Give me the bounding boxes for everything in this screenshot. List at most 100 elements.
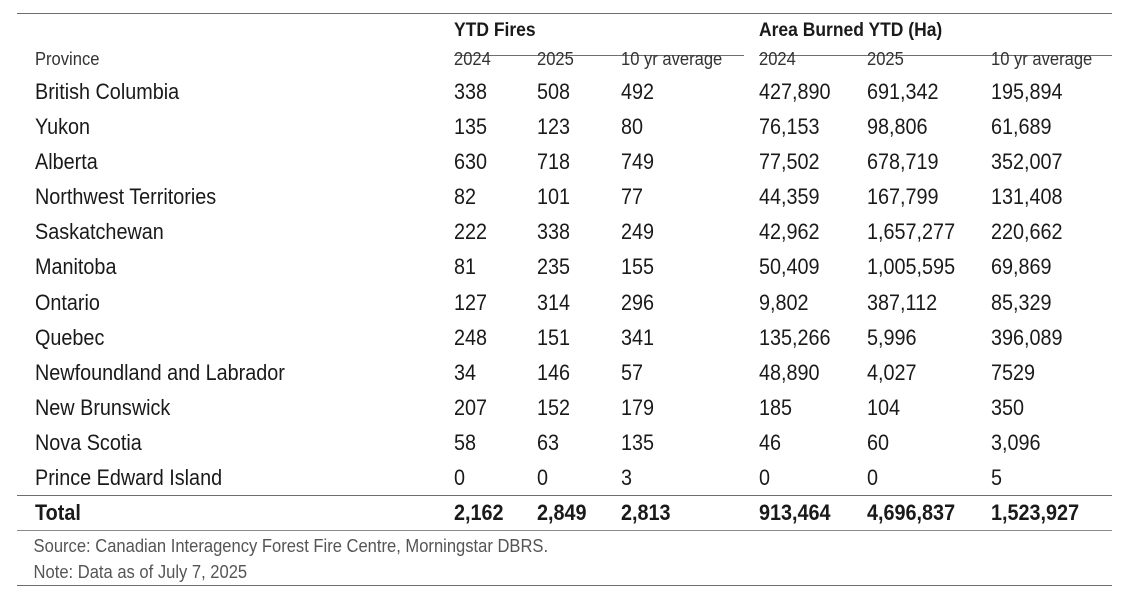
table-cell: 3,096 xyxy=(991,429,1041,455)
total-cell: 913,464 xyxy=(759,500,831,526)
table-cell: 9,802 xyxy=(759,289,809,315)
column-header-row: Province 2024 2025 10 yr average 2024 20… xyxy=(17,43,1112,74)
table-cell: 630 xyxy=(454,149,488,175)
table-cell: 207 xyxy=(454,394,488,420)
table-body: British Columbia 338 508 492 427,890 691,342 1… xyxy=(17,74,1112,495)
table-cell: 296 xyxy=(621,289,655,315)
table-cell: 69,869 xyxy=(991,254,1052,280)
table-row: Alberta 630 718 749 77,502 678,719 352,007 xyxy=(17,144,1112,179)
table-row: Newfoundland and Labrador 34 146 57 48,890 4,… xyxy=(17,355,1112,390)
province-name: Northwest Territories xyxy=(35,184,217,210)
table-cell: 135 xyxy=(454,114,488,140)
table-cell: 0 xyxy=(759,465,771,491)
table-cell: 146 xyxy=(537,359,571,385)
table-row: Nova Scotia 58 63 135 46 60 3,096 xyxy=(17,425,1112,460)
table-cell: 152 xyxy=(537,394,571,420)
table-cell: 42,962 xyxy=(759,219,820,245)
table-row: Prince Edward Island 0 0 3 0 0 5 xyxy=(17,460,1112,495)
table-cell: 3 xyxy=(621,465,633,491)
table-footnotes: Source: Canadian Interagency Forest Fire… xyxy=(17,531,1112,587)
table-cell: 195,894 xyxy=(991,79,1063,104)
table-cell: 46 xyxy=(759,429,782,455)
table-cell: 77 xyxy=(621,184,644,210)
table-cell: 58 xyxy=(454,429,477,455)
table-row: Manitoba 81 235 155 50,409 1,005,595 69,869 xyxy=(17,249,1112,284)
table-cell: 749 xyxy=(621,149,655,175)
table-cell: 0 xyxy=(867,465,879,491)
province-name: Quebec xyxy=(35,324,105,350)
group-header-row: YTD Fires Area Burned YTD (Ha) xyxy=(17,14,1112,43)
table-cell: 338 xyxy=(537,219,571,245)
wildfire-table: YTD Fires Area Burned YTD (Ha) Province … xyxy=(17,13,1112,587)
province-name: Yukon xyxy=(35,114,91,140)
column-header: Province xyxy=(35,49,100,69)
province-name: British Columbia xyxy=(35,79,180,104)
table-top-rule xyxy=(17,13,1112,14)
table-cell: 77,502 xyxy=(759,149,820,175)
column-header: 2024 xyxy=(454,49,491,69)
table-cell: 34 xyxy=(454,359,477,385)
table-row: Ontario 127 314 296 9,802 387,112 85,329 xyxy=(17,285,1112,320)
table-cell: 492 xyxy=(621,79,655,104)
table-cell: 101 xyxy=(537,184,571,210)
table-cell: 5 xyxy=(991,465,1003,491)
table-cell: 396,089 xyxy=(991,324,1063,350)
column-header: 10 yr average xyxy=(991,49,1093,69)
table-row: British Columbia 338 508 492 427,890 691,342 1… xyxy=(17,74,1112,109)
table-cell: 123 xyxy=(537,114,571,140)
column-header: 10 yr average xyxy=(621,49,723,69)
group-rule-fires xyxy=(454,55,744,56)
table-cell: 44,359 xyxy=(759,184,820,210)
table-cell: 155 xyxy=(621,254,655,280)
table-cell: 60 xyxy=(867,429,890,455)
table-cell: 678,719 xyxy=(867,149,939,175)
table-row: Saskatchewan 222 338 249 42,962 1,657,277 220,… xyxy=(17,214,1112,249)
table-cell: 80 xyxy=(621,114,644,140)
table-row: Yukon 135 123 80 76,153 98,806 61,689 xyxy=(17,109,1112,144)
group-header-ytd-fires: YTD Fires xyxy=(454,20,536,41)
table-row: Northwest Territories 82 101 77 44,359 167,79… xyxy=(17,179,1112,214)
table-cell: 249 xyxy=(621,219,655,245)
column-header: 2025 xyxy=(537,49,574,69)
table-cell: 7529 xyxy=(991,359,1036,385)
province-name: Nova Scotia xyxy=(35,429,142,455)
table-cell: 135 xyxy=(621,429,655,455)
table-cell: 0 xyxy=(454,465,466,491)
column-header: 2025 xyxy=(867,49,904,69)
group-rule-area xyxy=(759,55,1112,56)
table-cell: 248 xyxy=(454,324,488,350)
table-cell: 314 xyxy=(537,289,571,315)
table-cell: 127 xyxy=(454,289,488,315)
table-cell: 691,342 xyxy=(867,79,939,104)
table-row: Quebec 248 151 341 135,266 5,996 396,089 xyxy=(17,320,1112,355)
table-cell: 338 xyxy=(454,79,488,104)
total-cell: 1,523,927 xyxy=(991,500,1080,526)
column-header: 2024 xyxy=(759,49,796,69)
table-cell: 0 xyxy=(537,465,549,491)
table-cell: 82 xyxy=(454,184,477,210)
table-cell: 718 xyxy=(537,149,571,175)
table-cell: 387,112 xyxy=(867,289,938,315)
table-cell: 167,799 xyxy=(867,184,939,210)
total-cell: 2,849 xyxy=(537,500,587,526)
province-name: Alberta xyxy=(35,149,98,175)
source-note: Source: Canadian Interagency Forest Fire… xyxy=(33,536,549,557)
province-name: Prince Edward Island xyxy=(35,465,223,491)
table-cell: 1,005,595 xyxy=(867,254,956,280)
province-name: Manitoba xyxy=(35,254,117,280)
table-cell: 179 xyxy=(621,394,655,420)
province-name: Saskatchewan xyxy=(35,219,164,245)
total-cell: 2,813 xyxy=(621,500,671,526)
table-cell: 1,657,277 xyxy=(867,219,956,245)
table-cell: 4,027 xyxy=(867,359,917,385)
table-cell: 341 xyxy=(621,324,655,350)
table-cell: 151 xyxy=(537,324,571,350)
table-cell: 85,329 xyxy=(991,289,1052,315)
table-cell: 5,996 xyxy=(867,324,917,350)
table-cell: 50,409 xyxy=(759,254,820,280)
table-cell: 220,662 xyxy=(991,219,1063,245)
table-cell: 352,007 xyxy=(991,149,1063,175)
table-cell: 98,806 xyxy=(867,114,928,140)
table-cell: 222 xyxy=(454,219,488,245)
total-label: Total xyxy=(35,500,81,526)
